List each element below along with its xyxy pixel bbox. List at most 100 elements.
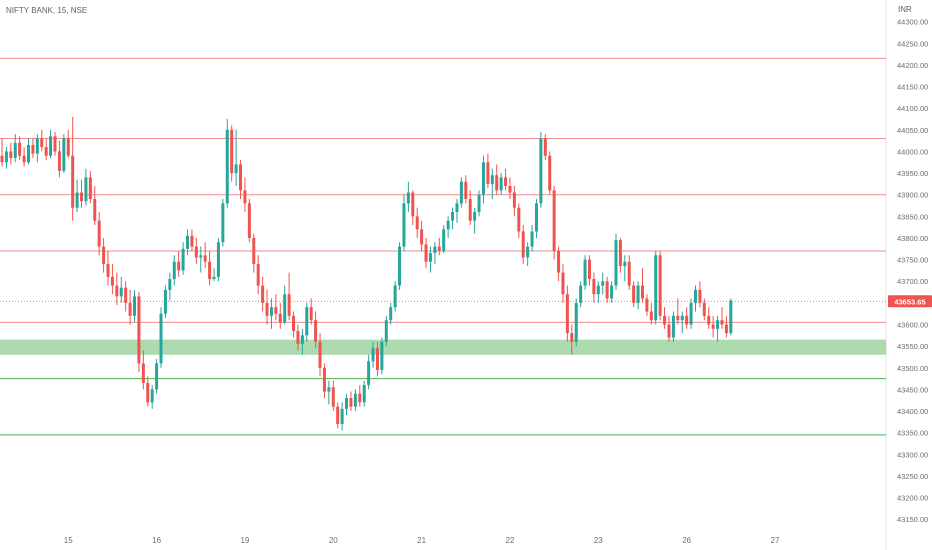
candle[interactable] (645, 294, 649, 316)
candle[interactable] (680, 311, 684, 334)
candle[interactable] (587, 255, 591, 286)
candle[interactable] (663, 307, 667, 329)
candle[interactable] (314, 311, 318, 349)
candle[interactable] (318, 333, 322, 377)
candle[interactable] (711, 315, 715, 338)
candle[interactable] (495, 164, 499, 195)
candle[interactable] (102, 237, 106, 273)
candle[interactable] (667, 315, 671, 342)
candle[interactable] (124, 281, 128, 312)
candle[interactable] (62, 134, 66, 174)
candle[interactable] (353, 389, 357, 412)
candle[interactable] (234, 129, 238, 187)
candle[interactable] (155, 359, 159, 394)
candle[interactable] (247, 199, 251, 243)
candle[interactable] (190, 229, 194, 251)
candle[interactable] (459, 177, 463, 208)
candle[interactable] (168, 272, 172, 301)
candle[interactable] (685, 307, 689, 329)
candle[interactable] (66, 129, 70, 158)
candle[interactable] (283, 285, 287, 325)
candle[interactable] (464, 175, 468, 204)
candle[interactable] (481, 155, 485, 204)
candle[interactable] (300, 328, 304, 355)
candle[interactable] (724, 315, 728, 338)
candle[interactable] (689, 298, 693, 329)
candle[interactable] (455, 199, 459, 223)
candle[interactable] (375, 341, 379, 377)
candle[interactable] (557, 246, 561, 282)
candle[interactable] (221, 199, 225, 247)
candle[interactable] (239, 160, 243, 200)
candle[interactable] (274, 294, 278, 321)
candle[interactable] (150, 385, 154, 409)
candle[interactable] (437, 237, 441, 256)
candle[interactable] (477, 190, 481, 217)
candle[interactable] (163, 285, 167, 318)
candle[interactable] (402, 194, 406, 251)
candle[interactable] (208, 250, 212, 286)
candle[interactable] (199, 246, 203, 273)
candle[interactable] (424, 237, 428, 269)
symbol-title[interactable]: NIFTY BANK, 15, NSE (6, 6, 88, 15)
candle[interactable] (632, 281, 636, 308)
candle[interactable] (636, 281, 640, 310)
candle[interactable] (473, 207, 477, 234)
candles[interactable] (0, 116, 733, 431)
candle[interactable] (618, 237, 622, 273)
candle[interactable] (9, 142, 13, 165)
candle[interactable] (539, 131, 543, 208)
candle[interactable] (610, 281, 614, 303)
candle[interactable] (194, 237, 198, 264)
candle[interactable] (605, 276, 609, 303)
price-axis[interactable]: 43150.00 43200.00 43250.00 43300.00 43350.00… (897, 18, 928, 525)
candle[interactable] (640, 268, 644, 303)
candle[interactable] (384, 315, 388, 347)
candle[interactable] (371, 341, 375, 368)
candle[interactable] (75, 179, 79, 212)
candle[interactable] (614, 233, 618, 290)
candle[interactable] (720, 307, 724, 329)
candle[interactable] (716, 315, 720, 342)
candle[interactable] (146, 376, 150, 407)
candle[interactable] (22, 147, 26, 167)
candle[interactable] (309, 298, 313, 325)
candle[interactable] (521, 224, 525, 264)
candle[interactable] (534, 199, 538, 238)
candle[interactable] (592, 272, 596, 303)
candle[interactable] (216, 237, 220, 282)
candle[interactable] (362, 380, 366, 407)
candle[interactable] (84, 168, 88, 206)
candle[interactable] (499, 173, 503, 195)
candle[interactable] (393, 281, 397, 312)
candle[interactable] (671, 311, 675, 342)
candle[interactable] (367, 354, 371, 390)
candle[interactable] (40, 129, 44, 152)
candle[interactable] (526, 242, 530, 267)
candle[interactable] (322, 363, 326, 399)
candle[interactable] (530, 224, 534, 251)
candle[interactable] (411, 190, 415, 225)
candle[interactable] (570, 324, 574, 355)
candle[interactable] (583, 255, 587, 290)
candle[interactable] (159, 307, 163, 368)
candle[interactable] (548, 151, 552, 195)
candle[interactable] (225, 118, 229, 208)
candle[interactable] (80, 179, 84, 208)
candle[interactable] (486, 153, 490, 189)
candle[interactable] (186, 229, 190, 256)
candle[interactable] (31, 138, 35, 158)
candle[interactable] (702, 298, 706, 321)
candle[interactable] (349, 391, 353, 412)
candle[interactable] (292, 311, 296, 338)
candle[interactable] (574, 298, 578, 347)
candle[interactable] (543, 134, 547, 161)
candle[interactable] (203, 242, 207, 269)
candle[interactable] (433, 242, 437, 264)
candle[interactable] (172, 255, 176, 286)
candle[interactable] (442, 224, 446, 254)
candle[interactable] (141, 350, 145, 390)
candle[interactable] (243, 177, 247, 212)
candle[interactable] (428, 246, 432, 273)
